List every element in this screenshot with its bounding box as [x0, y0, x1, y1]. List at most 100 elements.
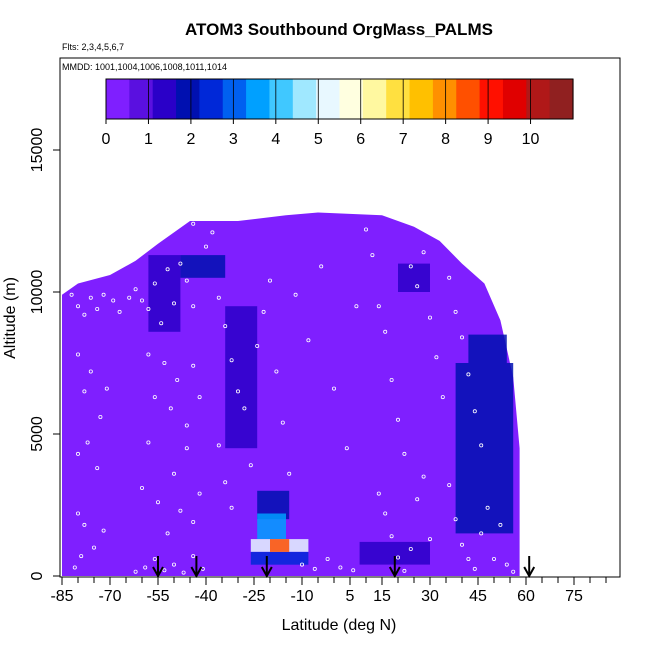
sample-point [319, 264, 324, 269]
sample-point [69, 292, 74, 297]
sample-points-layer [69, 221, 516, 575]
sample-point [76, 511, 81, 516]
x-tick-label: 15 [373, 588, 391, 605]
sample-point [98, 414, 103, 419]
sample-point [338, 565, 343, 570]
mmdd-label: MMDD: 1001,1004,1006,1008,1011,1014 [62, 62, 227, 72]
sample-point [139, 298, 144, 303]
sample-point [162, 568, 167, 573]
sample-point [472, 566, 477, 571]
sample-point [491, 557, 496, 562]
x-tick-label: -25 [242, 588, 265, 605]
sample-point [395, 555, 400, 560]
sample-point [191, 221, 196, 226]
sample-point [479, 443, 484, 448]
colorbar-swatch [222, 79, 247, 119]
heat-cell [468, 334, 507, 363]
x-tick-label: -40 [194, 588, 217, 605]
heat-cell [359, 541, 430, 565]
flight-arrows [152, 556, 536, 579]
flight-arrow [152, 556, 164, 579]
flight-arrow-head [190, 566, 203, 579]
sample-point [376, 491, 381, 496]
sample-point [293, 292, 298, 297]
sample-point [511, 569, 516, 574]
colorbar-tick-label: 0 [102, 131, 111, 148]
sample-point [383, 329, 388, 334]
x-tick-label: 45 [469, 588, 487, 605]
data-extent-region [62, 212, 520, 576]
sample-point [466, 372, 471, 377]
colorbar-swatch [129, 79, 154, 119]
colorbar-swatch [362, 79, 387, 119]
sample-point [280, 420, 285, 425]
heat-cell [180, 255, 226, 278]
sample-point [376, 304, 381, 309]
colorbar-swatch [106, 79, 130, 119]
sample-point [210, 230, 215, 235]
sample-point [299, 562, 304, 567]
sample-point [79, 554, 84, 559]
colorbar-swatch [176, 79, 200, 119]
sample-point [389, 534, 394, 539]
colorbar-swatch [246, 79, 271, 119]
sample-point [197, 491, 202, 496]
y-axis: 0 5000 10000 15000 [29, 128, 60, 580]
sample-point [152, 557, 157, 562]
sample-point [479, 531, 484, 536]
sample-point [178, 261, 183, 266]
x-tick-label: -10 [290, 588, 313, 605]
sample-point [351, 568, 356, 573]
sample-point [76, 304, 81, 309]
sample-point [171, 471, 176, 476]
heat-cell [225, 306, 258, 449]
sample-point [165, 267, 170, 272]
sample-point [168, 406, 173, 411]
sample-point [453, 517, 458, 522]
colorbar-swatch [409, 79, 434, 119]
sample-point [306, 338, 311, 343]
sample-point [223, 324, 228, 329]
sample-point [104, 386, 109, 391]
colorbar-tick-label: 5 [314, 131, 323, 148]
sample-point [191, 304, 196, 309]
chart-title: ATOM3 Southbound OrgMass_PALMS [185, 20, 493, 39]
sample-point [111, 298, 116, 303]
sample-point [235, 389, 240, 394]
sample-point [274, 369, 279, 374]
sample-point [133, 569, 138, 574]
sample-point [395, 417, 400, 422]
heat-cell [398, 263, 430, 292]
sample-point [133, 287, 138, 292]
y-tick-label: 5000 [29, 416, 46, 452]
sample-point [267, 278, 272, 283]
sample-point [255, 343, 260, 348]
sample-point [331, 386, 336, 391]
sample-point [82, 389, 87, 394]
y-tick-label: 15000 [29, 128, 46, 173]
colorbar-swatch [386, 79, 411, 119]
colorbar-swatch [479, 79, 504, 119]
sample-point [440, 395, 445, 400]
sample-point [203, 244, 208, 249]
colorbar-tick-label: 10 [522, 131, 540, 148]
colorbar-swatch [199, 79, 224, 119]
sample-point [171, 562, 176, 567]
x-tick-label: 5 [346, 588, 355, 605]
colorbar-tick-label: 2 [186, 131, 195, 148]
sample-point [242, 406, 247, 411]
sample-point [427, 537, 432, 542]
sample-point [466, 557, 471, 562]
sample-point [178, 508, 183, 513]
x-tick-label: 75 [565, 588, 583, 605]
sample-point [143, 565, 148, 570]
sample-point [216, 443, 221, 448]
sample-point [155, 500, 160, 505]
sample-point [139, 485, 144, 490]
heat-cell [455, 363, 514, 534]
colorbar-swatch [316, 79, 341, 119]
sample-point [146, 306, 151, 311]
x-tick-label: 30 [421, 588, 439, 605]
sample-point [415, 284, 420, 289]
